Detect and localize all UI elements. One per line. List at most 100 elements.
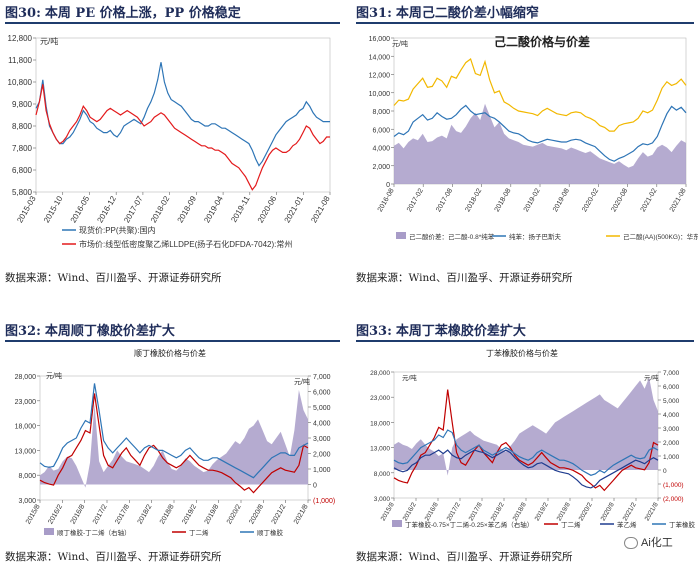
x-tick-label: 2019-02 [523, 187, 542, 213]
x-tick-label: 2016-12 [95, 194, 118, 224]
y-tick-label: 4,000 [372, 146, 390, 153]
x-tick-label: 2017-07 [122, 194, 145, 224]
x-tick-label: 2020/2 [578, 501, 594, 522]
fig32-title: 图32: 本周顺丁橡胶价差扩大 [5, 320, 175, 340]
y-tick-label: 12,800 [8, 34, 33, 43]
legend-label: 现货价:PP(共聚):国内 [79, 225, 155, 235]
y-right-tick-label: 2,000 [663, 440, 680, 447]
x-tick-label: 2019-08 [552, 187, 571, 213]
legend-label: 苯乙烯 [617, 520, 637, 529]
x-tick-label: 2018/2 [137, 503, 154, 525]
spread-area [394, 377, 658, 476]
legend-label: 丁二烯 [189, 528, 209, 537]
y-tick-label: 13,000 [370, 446, 390, 453]
y-tick-label: 9,800 [12, 100, 33, 109]
fig31-label: 图31: [356, 6, 392, 21]
y-tick-label: 8,000 [372, 109, 390, 116]
x-tick-label: 2017/2 [92, 503, 109, 525]
y-tick-label: 8,000 [18, 473, 36, 480]
watermark-text: Ai化工 [641, 537, 673, 549]
y-tick-label: 0 [386, 182, 390, 189]
y-tick-label: 2,000 [372, 164, 390, 171]
fig32-heading: 本周顺丁橡胶价差扩大 [44, 324, 175, 339]
x-tick-label: 2021/8 [293, 503, 310, 525]
x-tick-label: 2021-08 [669, 187, 688, 213]
legend-swatch [392, 520, 402, 527]
series-line-1 [393, 58, 687, 132]
x-tick-label: 2018-02 [149, 194, 172, 224]
fig30-label: 图30: [5, 6, 41, 21]
y-tick-label: 6,000 [372, 127, 390, 134]
inner-title: 丁苯橡胶价格与价差 [486, 348, 558, 358]
y-tick-label: 8,000 [374, 471, 391, 478]
x-tick-label: 2016/2 [47, 503, 64, 525]
legend-label: 顺丁橡胶-丁二烯（右轴） [57, 528, 131, 537]
y-tick-label: 14,000 [369, 54, 391, 61]
x-tick-label: 2015-03 [15, 194, 38, 224]
fig31-source: 数据来源：Wind、百川盈孚、开源证券研究所 [356, 272, 573, 284]
unit-right-label: 元/吨 [294, 377, 310, 386]
x-tick-label: 2018-08 [494, 187, 513, 213]
y-right-tick-label: 1,000 [313, 467, 331, 474]
legend-label: 己二酸价差：己二酸-0.8*纯苯 [409, 232, 495, 241]
fig30-rule [5, 22, 340, 24]
fig32-chart: 3,000 8,000 13,000 18,000 23,000 28,000 (1,000… [15, 348, 336, 537]
x-tick-label: 2018-02 [464, 187, 483, 213]
y-right-tick-label: 7,000 [663, 370, 680, 377]
x-tick-label: 2018/2 [490, 501, 506, 522]
y-tick-label: 8,800 [12, 122, 33, 131]
y-tick-label: 23,000 [370, 395, 390, 402]
x-tick-label: 2020/2 [226, 503, 243, 525]
x-tick-label: 2019/8 [556, 501, 572, 522]
x-tick-label: 2021/2 [622, 501, 638, 522]
x-tick-label: 2021/2 [271, 503, 288, 525]
legend-label: 丁二烯 [561, 520, 581, 529]
unit-label: 元/吨 [402, 373, 417, 382]
y-right-tick-label: 0 [313, 483, 317, 490]
y-tick-label: 10,000 [369, 91, 391, 98]
legend-label: 丁苯橡胶-0.75×丁二烯-0.25×苯乙烯（右轴） [405, 520, 533, 529]
y-tick-label: 7,800 [12, 144, 33, 153]
y-right-tick-label: 6,000 [663, 384, 680, 391]
legend-label: 纯苯：扬子巴斯夫 [509, 232, 562, 241]
y-right-tick-label: 4,000 [663, 412, 680, 419]
legend-label: 己二酸(AA)(500KG)：华东地区 [623, 232, 698, 241]
fig33-heading: 本周丁苯橡胶价差扩大 [395, 324, 526, 339]
series-line-0 [393, 389, 659, 492]
series-line-1 [393, 449, 659, 489]
fig31-chart: 0 2,000 4,000 6,000 8,000 10,000 12,000 14,000 1… [369, 34, 698, 241]
inner-title: 己二酸价格与价差 [494, 34, 590, 49]
y-tick-label: 12,000 [369, 73, 391, 80]
y-tick-label: 18,000 [15, 424, 37, 431]
x-tick-label: 2016/8 [70, 503, 87, 525]
fig31-heading: 本周己二酸价差小幅缩窄 [395, 6, 539, 21]
fig32-label: 图32: [5, 324, 41, 339]
series-line-2 [393, 429, 659, 476]
legend-label: 丁苯橡胶 [669, 520, 696, 529]
x-tick-label: 2019/8 [204, 503, 221, 525]
fig33-source: 数据来源：Wind、百川盈孚、开源证券研究所 [356, 551, 573, 563]
x-tick-label: 2020/8 [248, 503, 265, 525]
series-line-0 [35, 62, 330, 167]
series-line-1 [35, 84, 330, 191]
y-right-tick-label: 5,000 [663, 398, 680, 405]
x-tick-label: 2017/8 [468, 501, 484, 522]
series-line-0 [39, 393, 309, 494]
fig30-chart: 5,800 6,800 7,800 8,800 9,800 10,800 11,800 12,… [8, 34, 332, 249]
x-tick-label: 2020-06 [256, 194, 279, 224]
fig31-rule [356, 22, 694, 24]
y-tick-label: 3,000 [374, 496, 391, 503]
y-tick-label: 28,000 [370, 370, 390, 377]
x-tick-label: 2021-01 [283, 194, 306, 224]
fig33-chart: 3,000 8,000 13,000 18,000 23,000 28,000 (2,000… [370, 348, 696, 529]
y-tick-label: 10,800 [8, 78, 33, 87]
wechat-icon [624, 537, 638, 550]
fig33-title: 图33: 本周丁苯橡胶价差扩大 [356, 320, 526, 340]
x-tick-label: 2016-05 [69, 194, 92, 224]
x-tick-label: 2015-10 [42, 194, 65, 224]
x-tick-label: 2016/8 [424, 501, 440, 522]
x-tick-label: 2019-11 [229, 194, 251, 224]
fig32-source: 数据来源：Wind、百川盈孚、开源证券研究所 [5, 551, 222, 563]
y-right-tick-label: 4,000 [313, 421, 331, 428]
x-tick-label: 2017-08 [435, 187, 454, 213]
